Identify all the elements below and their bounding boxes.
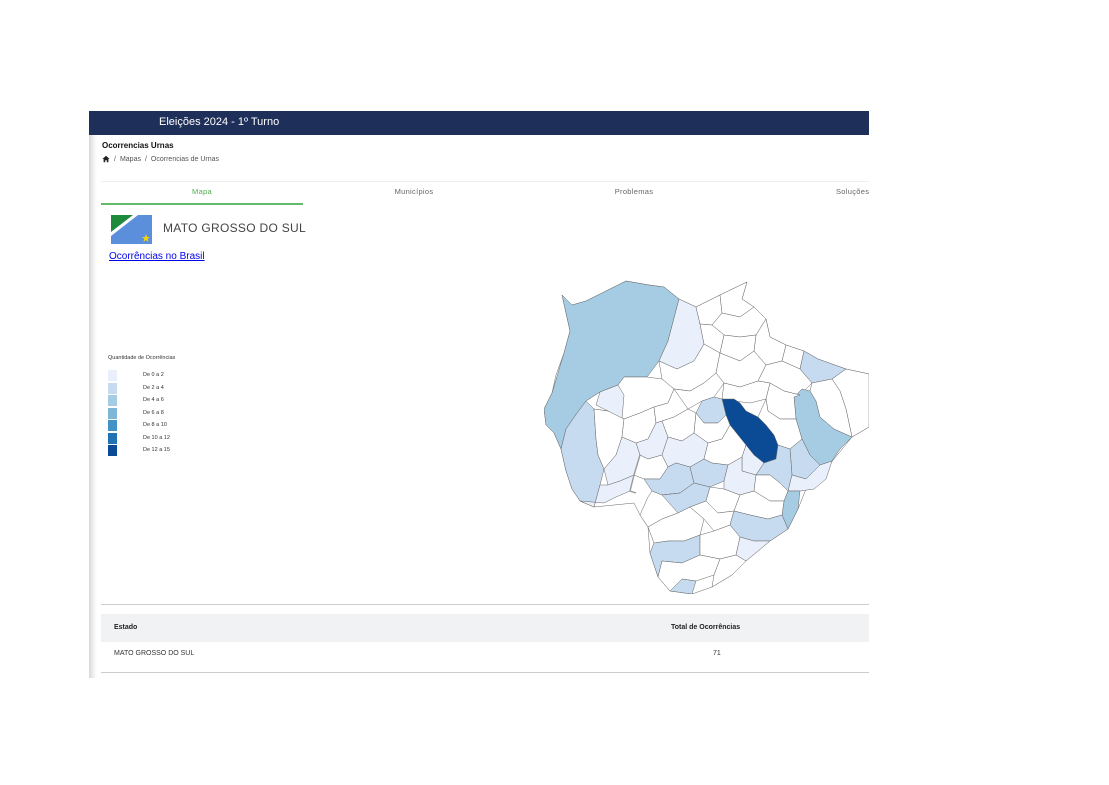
table-row[interactable]: MATO GROSSO DO SUL 71	[101, 642, 869, 673]
tab-solucoes[interactable]: Soluções	[836, 187, 869, 196]
breadcrumb: / Mapas / Ocorrencias de Urnas	[102, 155, 219, 163]
legend-item: De 0 a 2	[108, 370, 175, 383]
table-divider	[101, 604, 869, 605]
legend-label: De 6 a 8	[143, 409, 164, 416]
legend-swatch	[108, 445, 117, 456]
municipality	[669, 578, 697, 595]
tab-municipios[interactable]: Municípios	[394, 187, 434, 196]
legend-swatch	[108, 432, 117, 444]
top-bar: Eleições 2024 - 1º Turno	[89, 111, 869, 135]
breadcrumb-separator: /	[114, 155, 116, 163]
state-flag	[111, 215, 152, 244]
breadcrumb-current: Ocorrencias de Urnas	[150, 155, 220, 163]
legend-label: De 4 a 6	[143, 397, 164, 403]
tab-mapa[interactable]: Mapa	[192, 187, 212, 196]
cell-total: 71	[713, 650, 721, 657]
legend-swatch	[108, 420, 117, 431]
map-legend: Quantidade de Ocorrências De 0 a 2 De 2 …	[108, 355, 175, 458]
legend-item: De 4 a 6	[108, 395, 175, 408]
legend-item: De 12 a 15	[108, 445, 175, 458]
table-header: Estado Total de Ocorrências	[101, 614, 869, 642]
legend-label: De 12 a 15	[143, 447, 170, 453]
municipality	[579, 474, 635, 508]
legend-label: De 10 a 12	[143, 434, 170, 441]
legend-swatch	[108, 407, 117, 419]
cell-estado: MATO GROSSO DO SUL	[114, 650, 195, 657]
state-name: MATO GROSSO DO SUL	[163, 221, 306, 235]
legend-label: De 2 a 4	[143, 384, 164, 391]
legend-swatch	[108, 382, 117, 394]
breadcrumb-separator: /	[144, 155, 147, 163]
municipality	[809, 378, 853, 438]
legend-swatch	[108, 370, 117, 381]
legend-item: De 10 a 12	[108, 432, 175, 446]
legend-label: De 0 a 2	[143, 372, 164, 378]
page-title: Ocorrencias Urnas	[102, 141, 174, 150]
brasil-occurrences-link[interactable]: Ocorrências no Brasil	[109, 251, 205, 262]
app-title: Eleições 2024 - 1º Turno	[159, 116, 280, 128]
tabs-divider	[101, 181, 869, 182]
municipality	[711, 554, 747, 588]
legend-item: De 8 a 10	[108, 420, 175, 433]
legend-title: Quantidade de Ocorrências	[108, 355, 176, 361]
legend-swatch	[108, 395, 117, 406]
border-line	[629, 454, 641, 494]
active-tab-indicator	[101, 203, 303, 205]
legend-item: De 6 a 8	[108, 407, 175, 421]
side-shadow	[89, 135, 97, 678]
tab-problemas[interactable]: Problemas	[614, 187, 654, 196]
legend-label: De 8 a 10	[143, 422, 167, 428]
breadcrumb-mapas[interactable]: Mapas	[119, 155, 141, 163]
legend-item: De 2 a 4	[108, 382, 175, 396]
municipality	[735, 536, 771, 562]
state-map[interactable]	[543, 279, 869, 595]
app-frame: Eleições 2024 - 1º Turno Ocorrencias Urn…	[89, 111, 869, 678]
column-header-total[interactable]: Total de Ocorrências	[671, 624, 741, 631]
column-header-estado[interactable]: Estado	[114, 624, 138, 631]
home-icon[interactable]	[102, 155, 110, 163]
